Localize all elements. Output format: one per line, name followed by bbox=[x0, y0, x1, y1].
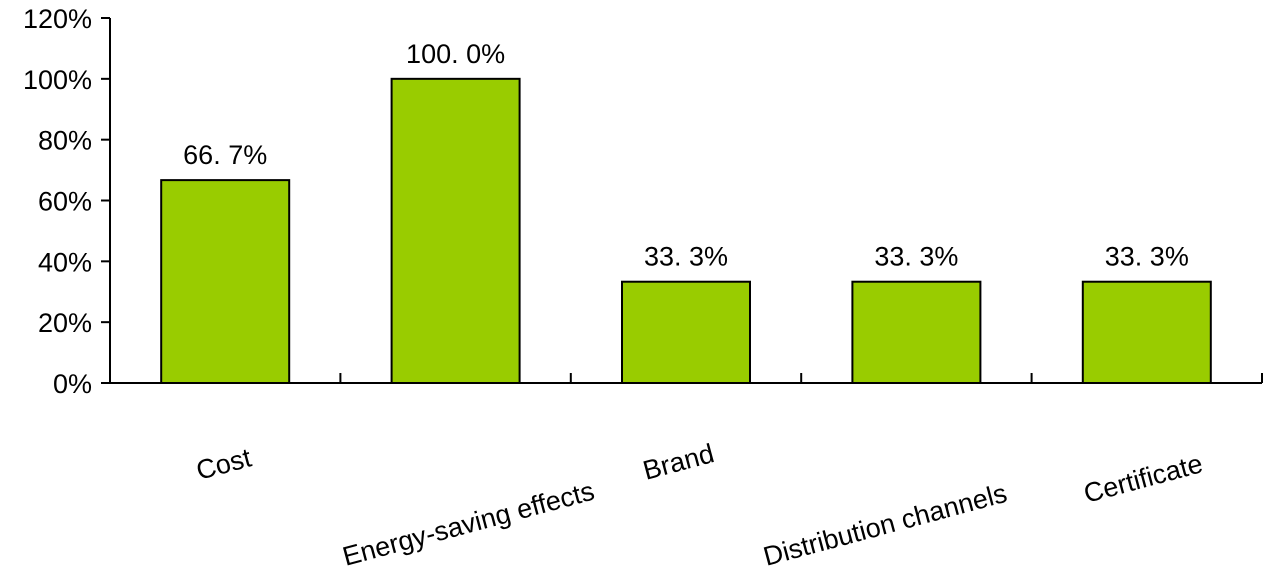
data-labels: 66. 7% 100. 0% 33. 3% 33. 3% 33. 3% bbox=[183, 39, 1189, 272]
category-label: Brand bbox=[640, 438, 717, 486]
y-tick-label: 80% bbox=[38, 126, 92, 156]
data-label: 33. 3% bbox=[874, 242, 958, 272]
bar bbox=[1081, 280, 1212, 384]
bar bbox=[390, 77, 521, 384]
y-tick-label: 60% bbox=[38, 187, 92, 217]
x-axis-ticks bbox=[339, 373, 1263, 383]
category-labels: Cost Energy-saving effects Brand Distributi… bbox=[193, 438, 1206, 572]
y-tick-label: 20% bbox=[38, 308, 92, 338]
y-axis-ticks: 0% 20% 40% 60% 80% 100% 120% bbox=[23, 4, 110, 399]
y-tick-label: 0% bbox=[53, 369, 92, 399]
y-tick-label: 40% bbox=[38, 247, 92, 277]
y-tick-label: 120% bbox=[23, 4, 92, 34]
category-label: Distribution channels bbox=[760, 478, 1010, 572]
category-label: Cost bbox=[193, 442, 255, 485]
category-label: Certificate bbox=[1081, 448, 1206, 508]
bars bbox=[160, 77, 1212, 384]
data-label: 33. 3% bbox=[644, 242, 728, 272]
bar bbox=[851, 280, 982, 384]
y-tick-label: 100% bbox=[23, 65, 92, 95]
bar bbox=[160, 179, 291, 384]
data-label: 33. 3% bbox=[1105, 242, 1189, 272]
category-label: Energy-saving effects bbox=[339, 476, 597, 572]
data-label: 100. 0% bbox=[406, 39, 505, 69]
bar bbox=[621, 280, 751, 384]
data-label: 66. 7% bbox=[183, 140, 267, 170]
